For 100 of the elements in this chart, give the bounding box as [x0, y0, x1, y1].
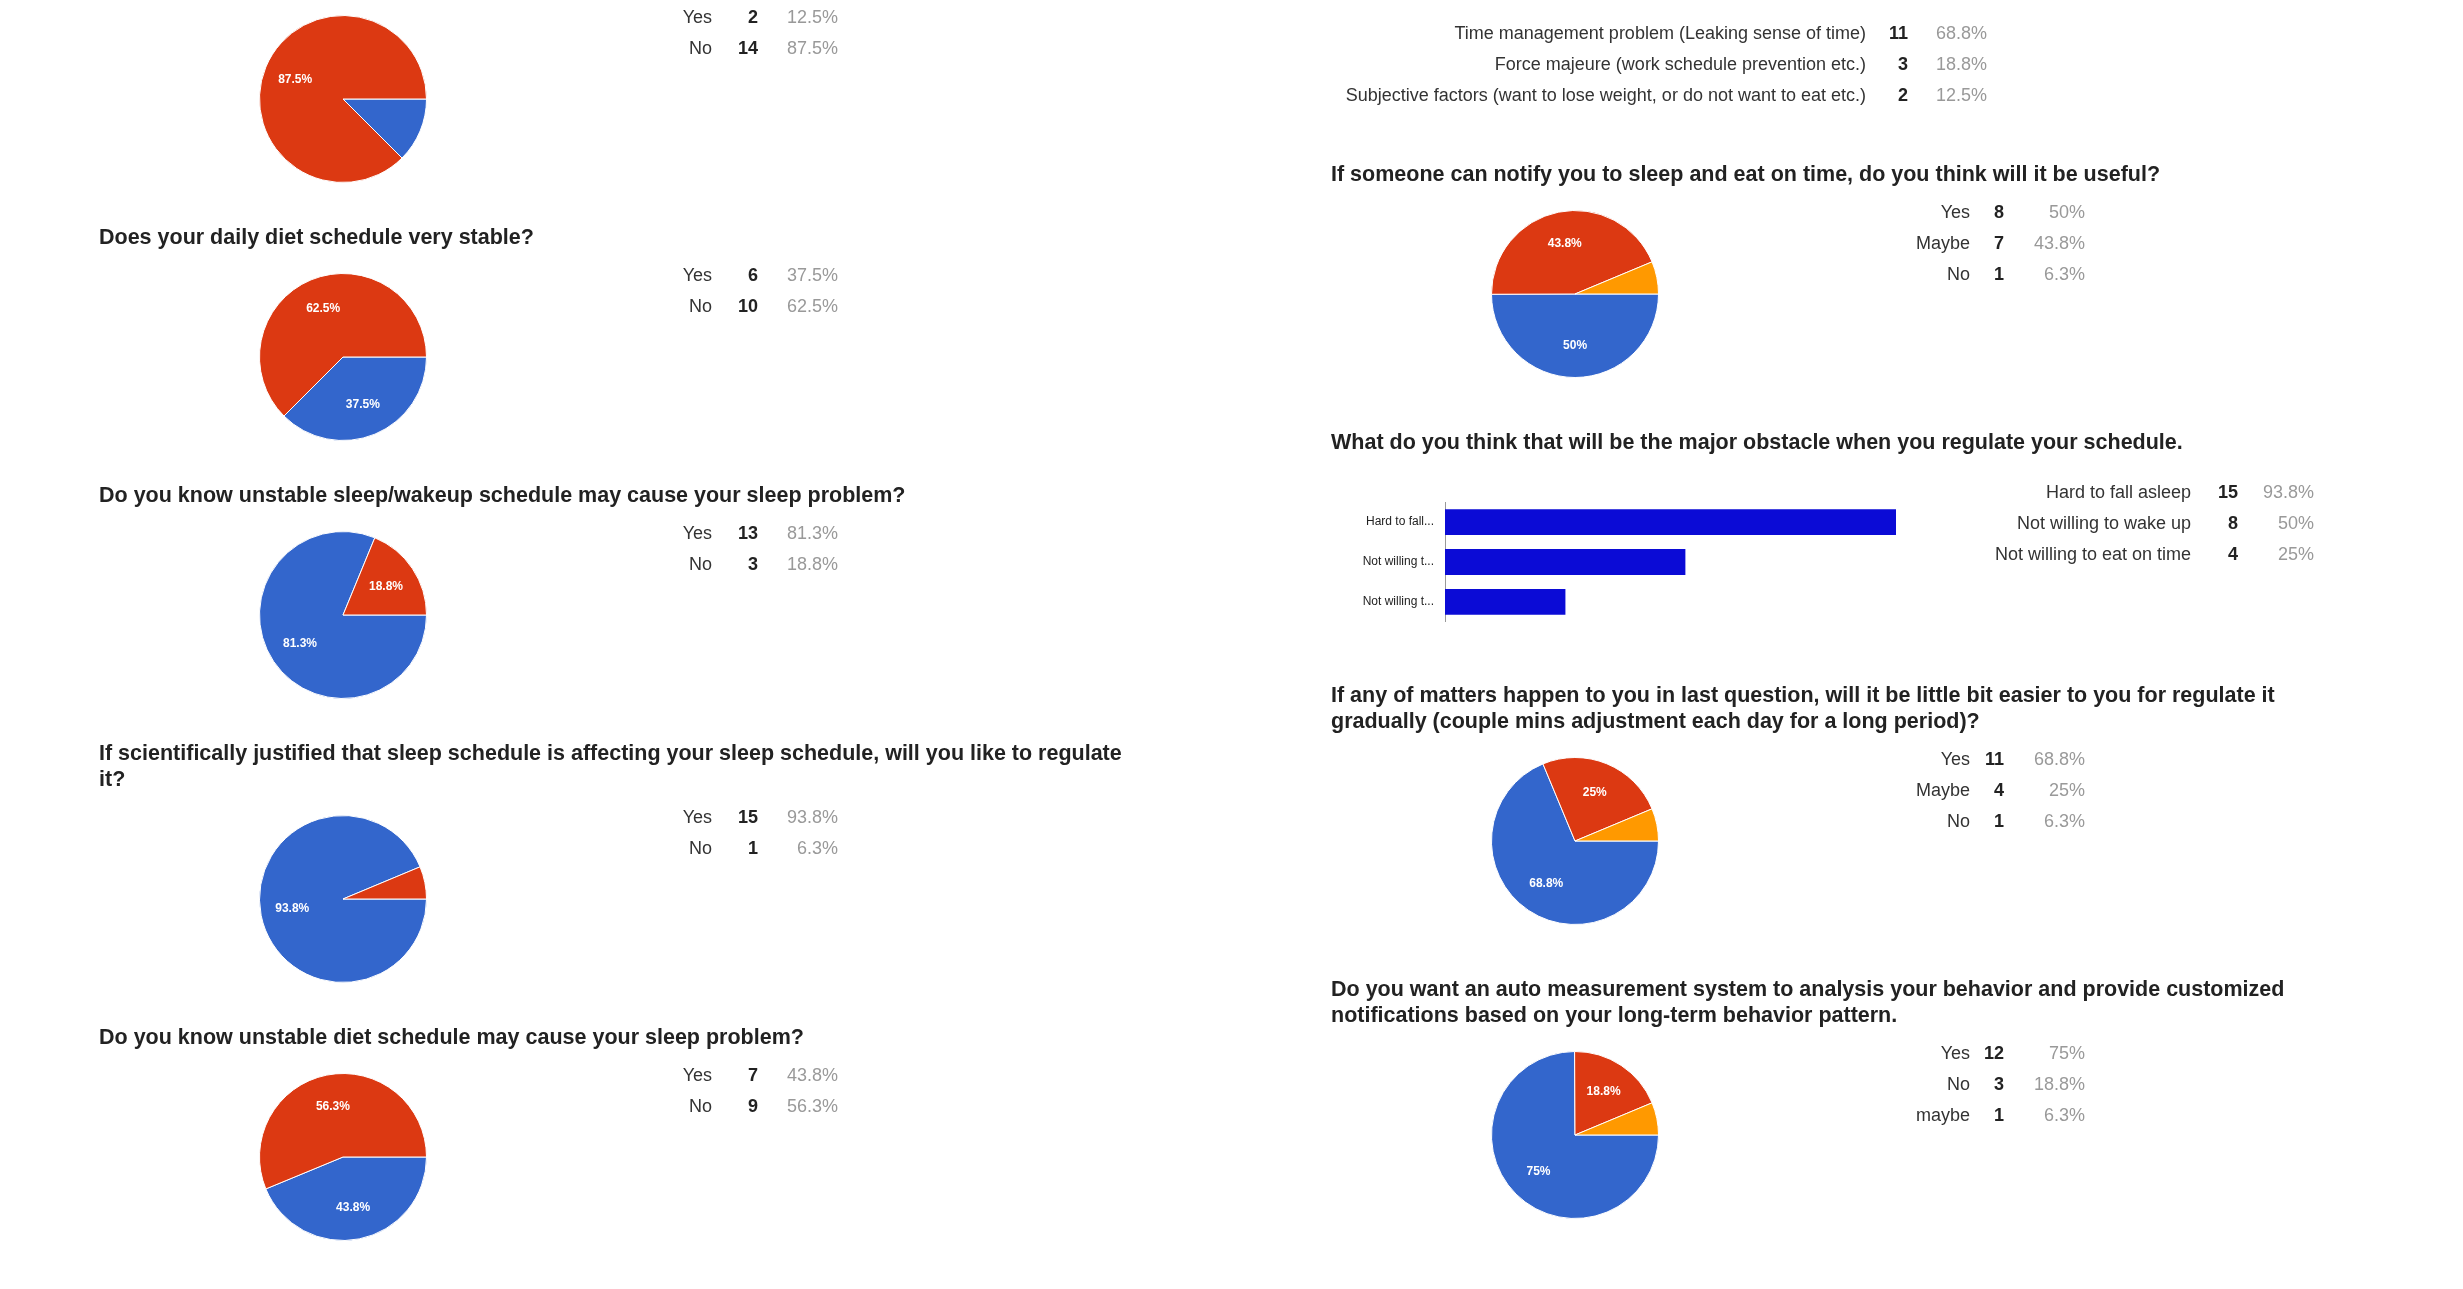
category-label: Time management problem (Leaking sense of time) [1454, 22, 1866, 45]
data-label: 3 [1897, 53, 1908, 76]
text: If scientifically justified that sleep schedule is affecting your sleep schedule, will you like to regulate it? [99, 740, 1123, 792]
category-label: No [688, 837, 712, 860]
data-label: 12.5% [1935, 84, 1987, 107]
data-label: 7 [1993, 232, 2004, 255]
data-label: 3 [747, 553, 758, 576]
text: If someone can notify you to sleep and eat on time, do you think will it be useful? [1331, 161, 2162, 187]
category-label: No [1946, 263, 1970, 286]
data-label: 25% [2048, 779, 2085, 802]
data-label: 3 [1993, 1073, 2004, 1096]
data-label: 6.3% [2043, 1104, 2085, 1127]
data-label: 93.8% [786, 806, 838, 829]
data-label: 18.8% [369, 578, 404, 593]
data-label: 56.3% [786, 1095, 838, 1118]
data-label: 25% [1582, 785, 1608, 800]
data-label: 18.8% [786, 553, 838, 576]
category-label: Yes [682, 522, 712, 545]
category-label: Maybe [1915, 779, 1970, 802]
data-label: 15 [2217, 481, 2238, 504]
category-label: Yes [1940, 748, 1970, 771]
data-label: 81.3% [786, 522, 838, 545]
y-tick-label: Not willing t... [1362, 554, 1434, 569]
data-label: 1 [1993, 810, 2004, 833]
data-label: 2 [747, 6, 758, 29]
data-label: 6.3% [2043, 810, 2085, 833]
data-label: 93.8% [275, 901, 310, 916]
data-label: 50% [1563, 338, 1588, 353]
data-label: 18.8% [1935, 53, 1987, 76]
data-label: 18.8% [1586, 1084, 1621, 1099]
category-label: Yes [1940, 201, 1970, 224]
data-label: 1 [747, 837, 758, 860]
data-label: 25% [2277, 543, 2314, 566]
category-label: Not willing to wake up [2016, 512, 2191, 535]
data-label: 68.8% [1529, 876, 1564, 891]
data-label: 75% [1526, 1164, 1551, 1179]
data-label: 13 [737, 522, 758, 545]
data-label: 56.3% [315, 1098, 351, 1113]
data-label: 81.3% [282, 636, 318, 651]
data-label: 9 [747, 1095, 758, 1118]
category-label: Yes [1940, 1042, 1970, 1065]
category-label: No [1946, 1073, 1970, 1096]
data-label: 87.5% [786, 37, 838, 60]
data-label: 1 [1993, 263, 2004, 286]
y-tick-label: Hard to fall... [1365, 514, 1434, 529]
data-label: 93.8% [2262, 481, 2314, 504]
category-label: No [1946, 810, 1970, 833]
data-label: 6.3% [796, 837, 838, 860]
data-label: 87.5% [278, 71, 313, 86]
data-label: 50% [2048, 201, 2085, 224]
chart-title: Do you know unstable diet schedule may cause your sleep problem? [99, 1024, 805, 1050]
data-label: 6.3% [2043, 263, 2085, 286]
data-label: 18.8% [2033, 1073, 2085, 1096]
y-tick-label: Not willing t... [1362, 594, 1434, 609]
data-label: 50% [2277, 512, 2314, 535]
data-label: 11 [1984, 748, 2004, 771]
data-label: 14 [737, 37, 758, 60]
data-label: 10 [737, 295, 758, 318]
data-label: 43.8% [1547, 235, 1583, 250]
category-label: No [688, 553, 712, 576]
category-label: Not willing to eat on time [1994, 543, 2191, 566]
category-label: Yes [682, 1064, 712, 1087]
data-label: 15 [737, 806, 758, 829]
data-label: 6 [747, 264, 758, 287]
data-label: 68.8% [1935, 22, 1987, 45]
data-label: 8 [1993, 201, 2004, 224]
data-label: 37.5% [786, 264, 838, 287]
text: Do you want an auto measurement system to analysis your behavior and provide customized notifications based on your long-term behavior pattern. [1331, 976, 2286, 1028]
category-label: No [688, 1095, 712, 1118]
data-label: 43.8% [336, 1200, 371, 1215]
text: If any of matters happen to you in last question, will it be little bit easier to you for regulate it gradually (couple mins adjustment each day for a long period)? [1331, 682, 2276, 734]
category-label: No [688, 295, 712, 318]
data-label: 43.8% [786, 1064, 838, 1087]
category-label: Yes [682, 6, 712, 29]
data-label: 62.5% [786, 295, 838, 318]
data-label: 12.5% [786, 6, 838, 29]
data-label: 68.8% [2033, 748, 2085, 771]
category-label: No [688, 37, 712, 60]
data-label: 12 [1983, 1042, 2004, 1065]
data-label: 62.5% [306, 301, 341, 316]
text: Do you know unstable sleep/wakeup schedule may cause your sleep problem? [99, 482, 907, 508]
data-label: 43.8% [2033, 232, 2085, 255]
category-label: Maybe [1915, 232, 1970, 255]
category-label: Yes [682, 264, 712, 287]
category-label: Yes [682, 806, 712, 829]
data-label: 4 [2227, 543, 2238, 566]
category-label: Subjective factors (want to lose weight, or do not want to eat etc.) [1345, 84, 1866, 107]
data-label: 7 [747, 1064, 758, 1087]
chart-title: What do you think that will be the major obstacle when you regulate your schedule. [1331, 429, 2184, 455]
category-label: maybe [1915, 1104, 1970, 1127]
chart-title: Does your daily diet schedule very stable? [99, 224, 535, 250]
data-label: 37.5% [345, 397, 381, 412]
data-label: 2 [1897, 84, 1908, 107]
data-label: 75% [2048, 1042, 2085, 1065]
data-label: 8 [2227, 512, 2238, 535]
data-label: 1 [1993, 1104, 2004, 1127]
data-label: 4 [1993, 779, 2004, 802]
category-label: Hard to fall asleep [2045, 481, 2191, 504]
category-label: Force majeure (work schedule prevention etc.) [1494, 53, 1866, 76]
data-label: 11 [1888, 22, 1908, 45]
